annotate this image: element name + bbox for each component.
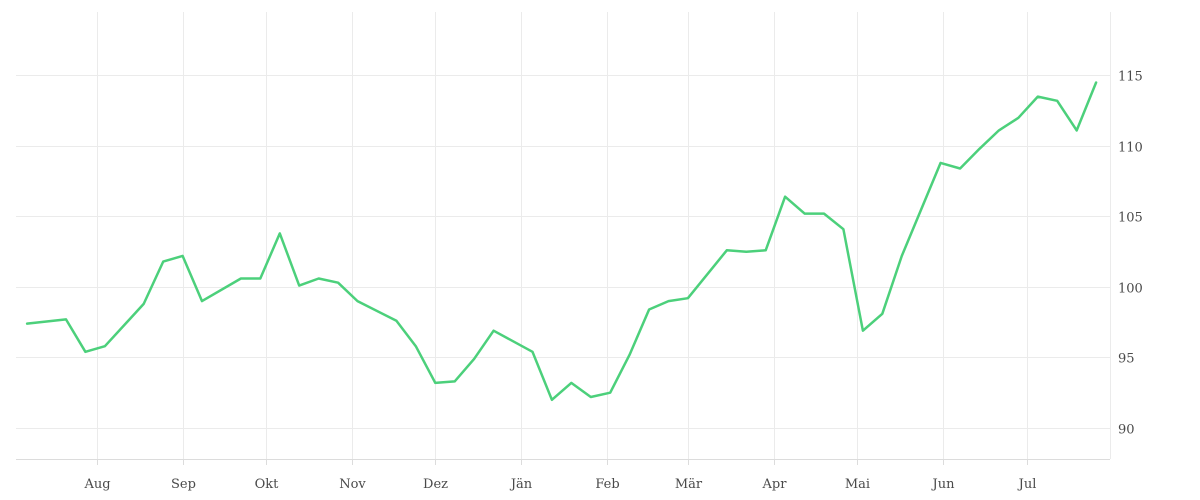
x-tick-label: Feb	[595, 477, 619, 492]
x-tick-label: Mai	[845, 477, 870, 492]
y-tick-label: 100	[1118, 282, 1143, 297]
x-tick-label: Jän	[509, 477, 533, 492]
x-tick-label: Aug	[83, 477, 110, 492]
y-tick-label: 115	[1118, 70, 1143, 85]
x-axis	[16, 459, 1110, 465]
series-line-0	[25, 81, 1098, 402]
x-tick-label: Jul	[1017, 477, 1037, 492]
y-tick-label: 105	[1118, 211, 1143, 226]
x-tick-label: Nov	[339, 477, 366, 492]
x-tick-label: Mär	[675, 477, 703, 492]
x-tick-label: Sep	[171, 477, 196, 492]
x-axis-ticks: Aug Sep Okt Nov Dez Jän Feb Mär Apr Mai Jun Jul	[83, 477, 1036, 492]
y-tick-label: 90	[1118, 423, 1135, 438]
y-tick-label: 110	[1118, 141, 1143, 156]
y-axis-ticks: 90 95 100 105 110 115	[1118, 70, 1143, 438]
y-tick-label: 95	[1118, 352, 1135, 367]
x-tick-label: Apr	[762, 477, 788, 492]
x-tick-label: Jun	[931, 477, 956, 492]
x-tick-label: Okt	[255, 477, 280, 492]
grid	[16, 12, 1111, 459]
series-group	[25, 81, 1098, 402]
x-tick-label: Dez	[423, 477, 448, 492]
